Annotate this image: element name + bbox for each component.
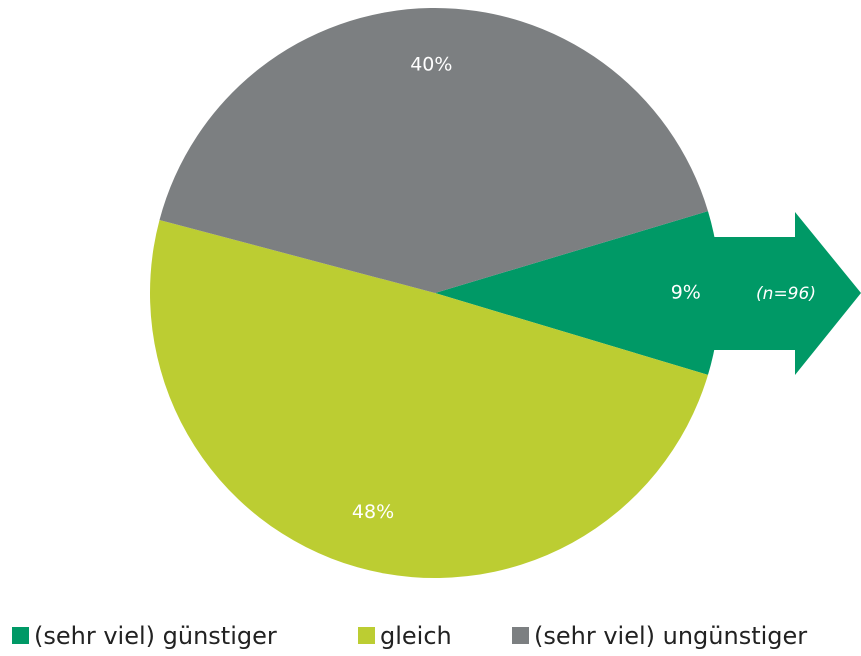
- legend-label: (sehr viel) ungünstiger: [534, 622, 807, 650]
- pie-slice: [435, 211, 721, 375]
- data-label: 40%: [410, 54, 452, 76]
- data-label: 9%: [671, 282, 701, 304]
- legend-swatch: [12, 627, 29, 644]
- annotation: (n=96): [756, 284, 816, 304]
- legend-label: gleich: [380, 622, 452, 650]
- legend-swatch: [358, 627, 375, 644]
- pie-slice: [149, 219, 708, 579]
- annotation-arrow: [690, 212, 861, 375]
- data-label: 48%: [352, 501, 394, 523]
- pie-slice: [159, 7, 708, 294]
- legend-label: (sehr viel) günstiger: [34, 622, 277, 650]
- legend-swatch: [512, 627, 529, 644]
